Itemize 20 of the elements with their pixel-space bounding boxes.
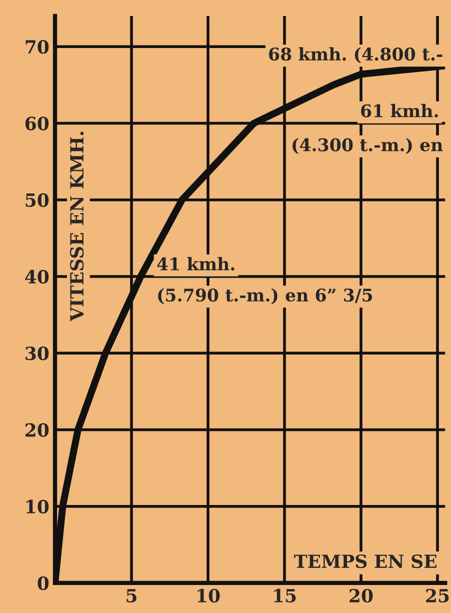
annotation: 61 kmh. [361,104,438,118]
x-tick-label: 5 [126,589,136,602]
x-tick-label: 10 [198,588,220,602]
y-tick-label: 30 [26,346,49,360]
x-tick-label: 25 [426,588,449,602]
annotation: 68 kmh. (4.800 t.- [269,47,442,64]
x-tick-label: 20 [350,588,373,602]
y-tick-label: 50 [26,193,49,207]
y-tick-label: 40 [25,270,49,284]
y-tick-label: 0 [38,576,49,590]
x-axis-title: TEMPS EN SE [294,554,436,568]
x-tick-label: 15 [274,588,296,602]
annotation: (4.300 t.-m.) en [292,138,443,154]
y-tick-label: 10 [26,500,49,514]
y-axis-title: VITESSE EN KMH. [70,132,84,322]
annotation: 41 kmh. [157,257,234,270]
annotation: (5.790 t.-m.) en 6” 3/5 [158,288,372,304]
y-tick-label: 60 [25,116,49,130]
y-tick-label: 70 [26,40,49,54]
y-tick-label: 20 [26,423,49,437]
